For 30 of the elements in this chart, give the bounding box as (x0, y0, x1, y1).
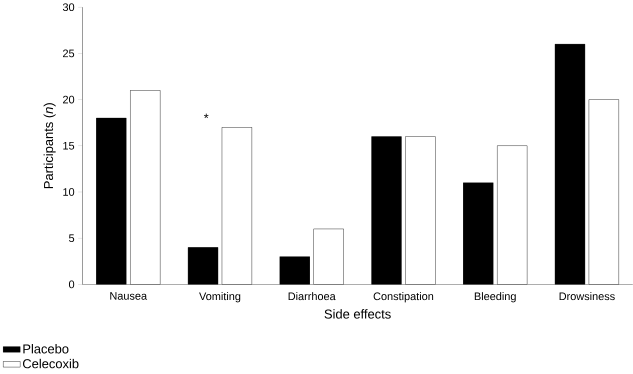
y-tick-label: 15 (63, 142, 74, 150)
x-tick-label: Nausea (110, 292, 148, 300)
x-tick-label: Drowsiness (560, 292, 615, 300)
x-tick-label: Bleeding (474, 292, 516, 302)
y-tick-label: 30 (62, 3, 74, 12)
y-tick-label: 25 (63, 50, 74, 58)
y-tick-label: 10 (63, 188, 74, 196)
y-axis-title: Participants (n) (44, 103, 56, 188)
bar (280, 256, 310, 285)
y-tick-label: 20 (63, 96, 74, 104)
bar (496, 146, 528, 285)
x-axis-title: Side effects (324, 309, 391, 319)
x-tick-label: Constipation (374, 292, 434, 302)
bar (96, 118, 126, 285)
annotation: * (204, 114, 209, 118)
y-tick-label: 5 (68, 234, 74, 242)
x-tick-label: Vomiting (199, 292, 240, 302)
bar (405, 136, 436, 285)
bar (371, 136, 402, 285)
bar (130, 90, 160, 285)
bar (314, 228, 344, 285)
bar (188, 247, 218, 285)
x-tick-label: Diarrhoea (288, 292, 336, 300)
bar (588, 100, 620, 285)
bar (554, 44, 586, 285)
bar (463, 182, 494, 285)
legend-label: Celecoxib (22, 358, 78, 368)
y-tick-label: 0 (68, 280, 74, 288)
bar (222, 127, 252, 285)
legend-label: Placebo (23, 344, 68, 354)
